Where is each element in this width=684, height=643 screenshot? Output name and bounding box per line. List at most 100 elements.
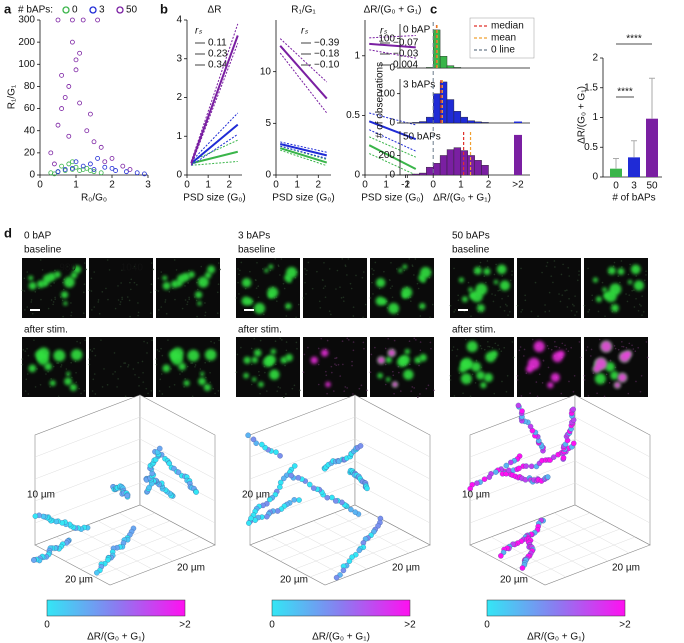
noise bbox=[362, 271, 365, 273]
bouton bbox=[259, 441, 265, 448]
noise bbox=[632, 348, 635, 350]
colorbar bbox=[486, 599, 626, 617]
noise bbox=[546, 261, 549, 264]
noise bbox=[542, 360, 545, 362]
bouton bbox=[333, 574, 340, 581]
bouton bbox=[246, 520, 252, 526]
noise bbox=[601, 281, 604, 284]
ci-line bbox=[191, 160, 238, 166]
histogram-bar bbox=[412, 122, 420, 124]
noise bbox=[392, 374, 395, 377]
noise bbox=[403, 269, 406, 272]
colorbar-max: >2 bbox=[619, 620, 631, 631]
noise bbox=[70, 361, 72, 364]
spine-blob bbox=[53, 349, 66, 362]
histogram-bar bbox=[419, 172, 427, 176]
noise bbox=[209, 381, 212, 383]
noise bbox=[184, 378, 186, 380]
noise bbox=[39, 384, 42, 386]
noise bbox=[24, 350, 27, 352]
noise bbox=[282, 282, 285, 285]
y-tick-label: 0 bbox=[354, 170, 360, 181]
scatter-point bbox=[109, 165, 115, 171]
spine-blob bbox=[37, 347, 50, 360]
noise bbox=[499, 306, 502, 308]
histogram-bar bbox=[481, 122, 489, 124]
bouton bbox=[550, 454, 557, 460]
noise bbox=[258, 370, 260, 373]
noise bbox=[641, 314, 643, 316]
spine-blob bbox=[419, 302, 426, 310]
noise bbox=[100, 339, 102, 341]
noise bbox=[346, 337, 349, 340]
noise bbox=[342, 296, 345, 299]
spine-blob bbox=[496, 264, 507, 275]
noise bbox=[474, 382, 477, 384]
micrograph bbox=[516, 337, 582, 398]
noise bbox=[558, 293, 560, 295]
noise bbox=[503, 346, 505, 349]
colorbar-min: 0 bbox=[484, 620, 490, 631]
noise bbox=[184, 285, 186, 287]
noise bbox=[408, 257, 411, 260]
noise bbox=[326, 392, 328, 395]
noise bbox=[634, 350, 637, 353]
noise bbox=[279, 337, 282, 340]
noise bbox=[414, 258, 417, 260]
noise bbox=[370, 353, 373, 356]
noise bbox=[285, 315, 288, 317]
noise bbox=[161, 393, 164, 395]
noise bbox=[480, 347, 483, 350]
noise bbox=[339, 286, 341, 289]
spine-blob bbox=[392, 381, 398, 388]
noise bbox=[483, 275, 486, 277]
noise bbox=[279, 274, 281, 276]
noise bbox=[307, 261, 310, 264]
ci-line bbox=[279, 38, 328, 83]
noise bbox=[628, 294, 631, 296]
micrograph bbox=[369, 257, 434, 319]
box-grid bbox=[514, 520, 621, 570]
noise bbox=[156, 349, 159, 351]
spine-blob bbox=[70, 272, 78, 279]
y-axis-label: # of observations bbox=[375, 62, 386, 138]
noise bbox=[138, 376, 140, 379]
noise bbox=[471, 373, 474, 376]
spine-blob bbox=[547, 381, 554, 389]
noise bbox=[191, 362, 194, 364]
noise bbox=[70, 314, 72, 317]
noise bbox=[554, 345, 556, 348]
noise bbox=[274, 257, 277, 260]
legend-label: 0 line bbox=[491, 45, 515, 56]
noise bbox=[22, 349, 25, 351]
noise bbox=[117, 285, 119, 287]
bouton bbox=[481, 476, 488, 482]
y-tick-label: 0 bbox=[176, 170, 182, 181]
noise bbox=[343, 300, 345, 302]
box-grid bbox=[34, 438, 216, 480]
fit-line bbox=[368, 120, 417, 141]
spine-blob bbox=[404, 348, 411, 355]
noise bbox=[579, 356, 582, 359]
noise bbox=[83, 262, 86, 264]
noise bbox=[498, 348, 501, 350]
noise bbox=[297, 303, 300, 306]
micrograph bbox=[88, 258, 154, 318]
scatter-point bbox=[52, 171, 57, 177]
noise bbox=[428, 276, 431, 279]
micrograph bbox=[88, 337, 153, 398]
noise bbox=[608, 382, 611, 384]
noise bbox=[637, 346, 639, 349]
noise bbox=[545, 265, 548, 267]
scatter-point bbox=[95, 17, 100, 23]
spine-blob bbox=[63, 276, 75, 288]
histogram-bar bbox=[474, 160, 482, 176]
spine-blob bbox=[285, 353, 293, 362]
noise bbox=[383, 270, 385, 273]
noise bbox=[304, 281, 306, 284]
noise bbox=[633, 306, 636, 308]
noise bbox=[75, 371, 77, 374]
noise bbox=[635, 380, 637, 383]
noise bbox=[57, 362, 60, 364]
spine-blob bbox=[28, 281, 37, 290]
